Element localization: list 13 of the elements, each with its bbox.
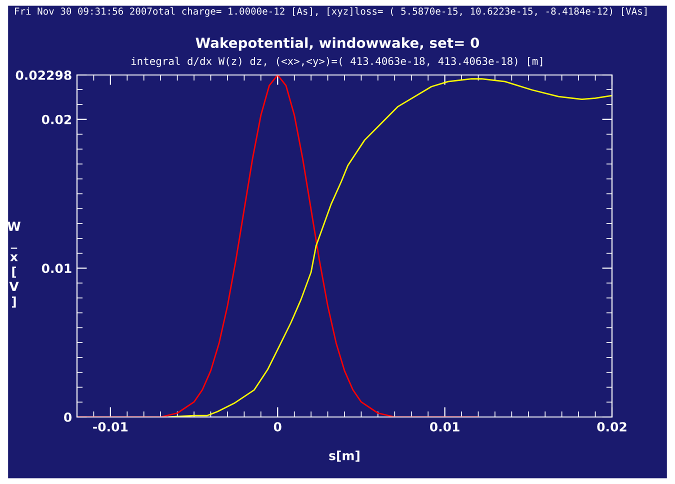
x-tick-label: 0 — [274, 422, 282, 432]
x-axis-title: s[m] — [329, 450, 360, 462]
y-tick-label: 0.02298 — [16, 70, 72, 80]
text: Fri Nov 30 09:31:56 2007otal charge= 1.0000e-12 [As], [xyz]loss= ( 5.5870e-15, 10.6223e-15, -8.4184e-12) [VAs] — [15, 7, 646, 17]
y-tick-label: 0.02 — [42, 114, 72, 124]
text: W_x[V] — [7, 222, 21, 308]
x-tick-label: 0.01 — [430, 422, 460, 432]
y-tick-label: 0 — [64, 412, 72, 422]
chart-title: Wakepotential, windowwake, set= 0 — [196, 37, 480, 51]
x-tick-label: -0.01 — [93, 422, 128, 432]
chart-subtitle: integral d/dx W(z) dz, (<x>,<y>)=( 413.4063e-18, 413.4063e-18) [m] — [131, 56, 542, 68]
y-tick-label: 0.01 — [42, 264, 72, 274]
x-tick-label: 0.02 — [597, 422, 626, 432]
